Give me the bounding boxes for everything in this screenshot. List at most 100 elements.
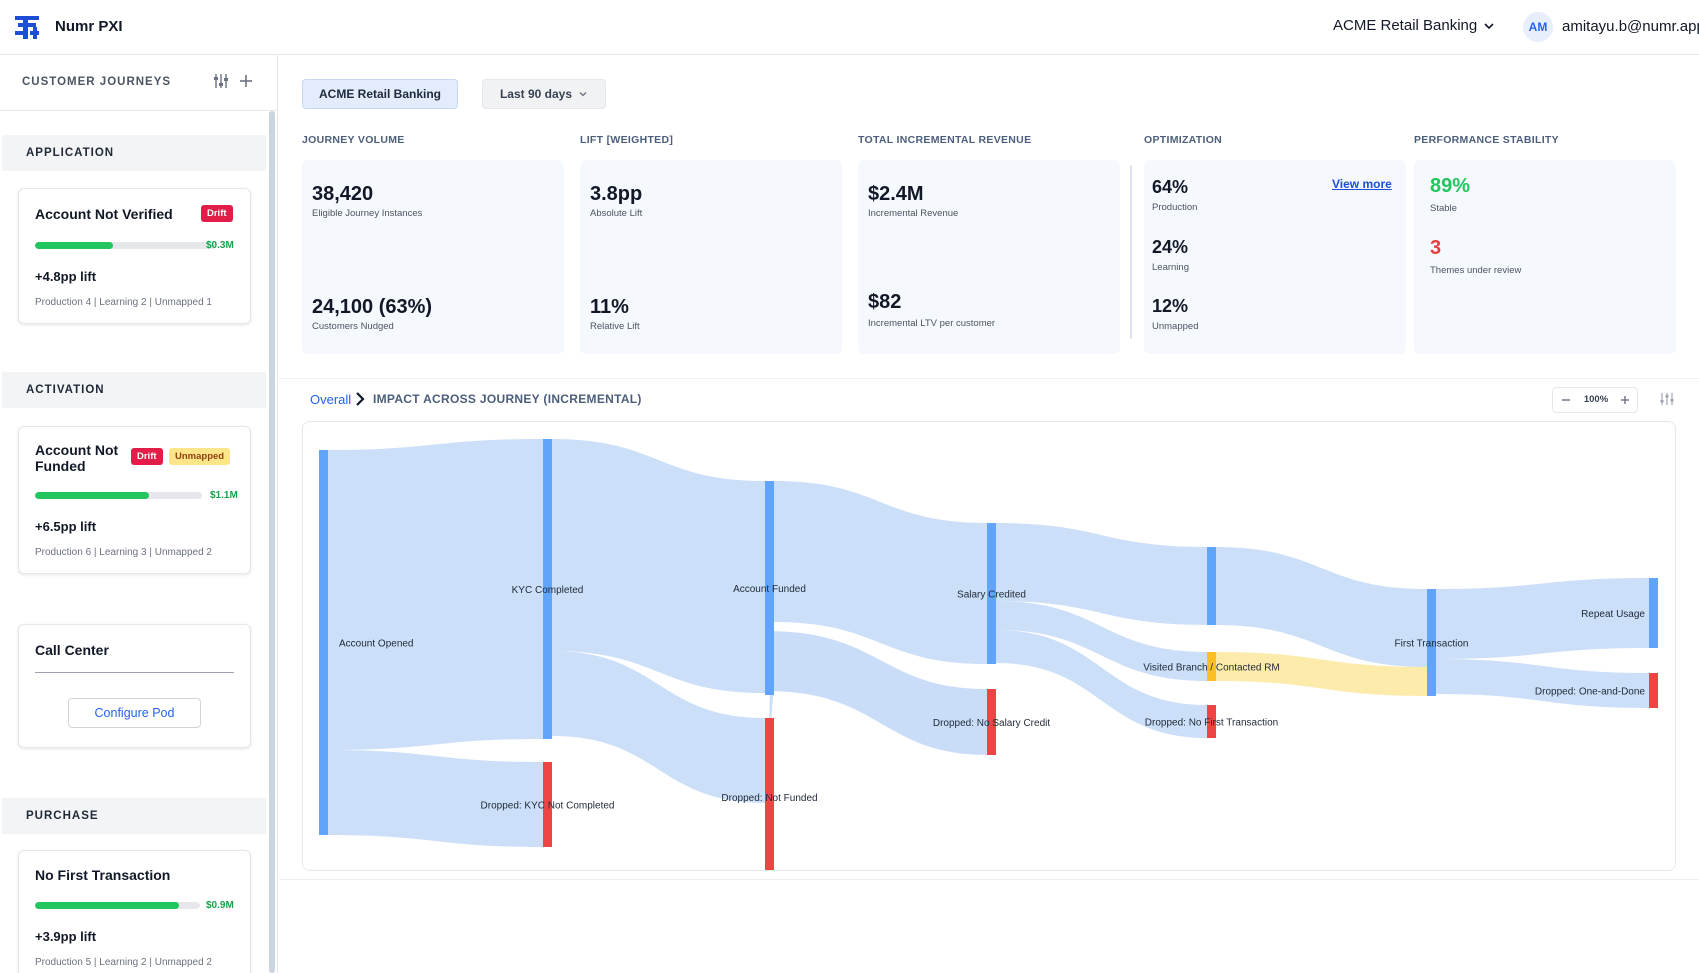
- kpi-card-optimization: 64% Production 24% Learning 12% Unmapped: [1144, 160, 1406, 354]
- sankey-link-salary-branch[interactable]: [996, 601, 1207, 681]
- sankey-link-funded-salary[interactable]: [774, 481, 987, 664]
- org-filter-label: ACME Retail Banking: [318, 87, 441, 101]
- breadcrumb-overall[interactable]: Overall: [310, 392, 352, 407]
- section-application: APPLICATION: [2, 135, 266, 171]
- sankey-node-drop_salary[interactable]: [987, 689, 996, 755]
- sankey-node-opened[interactable]: [319, 450, 328, 835]
- sidebar-scrollbar[interactable]: [269, 111, 275, 973]
- pod-counts: Production 5 | Learning 2 | Unmapped 2: [35, 957, 212, 968]
- kpi-separator: [1130, 165, 1132, 339]
- kpi-card-revenue: $2.4M Incremental Revenue $82 Incrementa…: [858, 160, 1120, 354]
- journey-card-title: Call Center: [35, 642, 109, 658]
- chevron-down-icon: [1484, 22, 1494, 29]
- kpi-label-lift: LIFT [WEIGHTED]: [580, 134, 674, 146]
- sidebar: CUSTOMER JOURNEYS APPLICATION Account No…: [0, 55, 278, 973]
- sankey-node-mid[interactable]: [1207, 547, 1216, 625]
- sankey-link-branch-first[interactable]: [1216, 652, 1427, 696]
- learning-pct-value: 24%: [1152, 237, 1189, 257]
- impact-progress-bar: [35, 902, 200, 909]
- impact-progress-fill: [35, 242, 113, 249]
- zoom-out-button[interactable]: [1557, 391, 1575, 409]
- stable-pct-label: Stable: [1430, 203, 1457, 214]
- journey-card-account-not-verified[interactable]: Account Not Verified Drift $0.3M +4.8pp …: [18, 188, 251, 324]
- zoom-in-button[interactable]: [1616, 391, 1634, 409]
- sankey-label-drop_salary: Dropped: No Salary Credit: [933, 718, 1050, 729]
- drift-badge: Drift: [131, 448, 163, 465]
- configure-pod-button[interactable]: Configure Pod: [68, 698, 201, 728]
- org-filter-chip[interactable]: ACME Retail Banking: [302, 79, 458, 109]
- sankey-link-salary-drop_first[interactable]: [996, 630, 1207, 738]
- sankey-label-funded: Account Funded: [733, 584, 806, 595]
- themes-under-review-label: Themes under review: [1430, 265, 1522, 276]
- sankey-label-drop_funded: Dropped: Not Funded: [721, 793, 817, 804]
- unmapped-pct-value: 12%: [1152, 296, 1189, 316]
- kpi-card-volume: 38,420 Eligible Journey Instances 24,100…: [302, 160, 564, 354]
- sankey-node-repeat[interactable]: [1649, 578, 1658, 648]
- eligible-instances-value: 38,420: [312, 183, 374, 205]
- sankey-node-drop_first[interactable]: [1207, 705, 1216, 738]
- user-email[interactable]: amitayu.b@numr.app: [1562, 18, 1699, 35]
- sankey-node-drop_kyc[interactable]: [543, 762, 552, 847]
- themes-under-review-value: 3: [1430, 237, 1442, 259]
- sankey-chart: Account Opened KYC Completed Dropped: KYC …: [302, 421, 1676, 871]
- sankey-label-first: First Transaction: [1395, 639, 1469, 650]
- sankey-node-first[interactable]: [1427, 589, 1436, 696]
- sankey-link-opened-drop_kyc[interactable]: [328, 750, 543, 847]
- customers-nudged-value: 24,100 (63%): [312, 296, 433, 318]
- sankey-node-drop_one[interactable]: [1649, 673, 1658, 708]
- relative-lift-label: Relative Lift: [590, 321, 640, 332]
- section-label: APPLICATION: [26, 147, 115, 159]
- view-more-link[interactable]: View more: [1332, 177, 1392, 191]
- chart-title: IMPACT ACROSS JOURNEY (INCREMENTAL): [373, 392, 642, 406]
- sankey-link-first-drop_one[interactable]: [1436, 659, 1649, 708]
- journey-card-account-not-funded[interactable]: Account Not Funded Drift Unmapped $1.1M …: [18, 426, 251, 574]
- journey-card-title: Account Not Funded: [35, 442, 119, 474]
- sankey-link-first-repeat[interactable]: [1436, 578, 1649, 659]
- kpi-label-stability: PERFORMANCE STABILITY: [1414, 134, 1559, 146]
- card-divider: [35, 672, 234, 673]
- zoom-level: 100%: [1583, 394, 1609, 405]
- sankey-svg: Account Opened KYC Completed Dropped: KYC …: [319, 439, 1658, 871]
- chart-settings-icon[interactable]: [1659, 391, 1675, 407]
- plus-icon: [1621, 396, 1629, 404]
- sankey-link-kyc-drop_funded[interactable]: [552, 651, 765, 803]
- sankey-node-branch[interactable]: [1207, 652, 1216, 681]
- sankey-link-funded-drop_salary[interactable]: [766, 631, 987, 755]
- journey-card-call-center[interactable]: Call Center Configure Pod: [18, 624, 251, 748]
- org-switcher[interactable]: ACME Retail Banking: [1333, 17, 1495, 34]
- sankey-node-kyc[interactable]: [543, 439, 552, 739]
- impact-value: $0.3M: [206, 240, 234, 251]
- add-journey-icon[interactable]: [237, 72, 255, 90]
- sankey-node-salary[interactable]: [987, 523, 996, 664]
- sankey-node-funded[interactable]: [765, 481, 774, 695]
- ltv-label: Incremental LTV per customer: [868, 318, 996, 329]
- avatar[interactable]: AM: [1523, 12, 1553, 42]
- journey-card-no-first-transaction[interactable]: No First Transaction $0.9M +3.9pp lift P…: [18, 850, 251, 973]
- date-range-dropdown[interactable]: Last 90 days: [482, 79, 606, 109]
- sidebar-header: CUSTOMER JOURNEYS: [0, 55, 277, 111]
- sankey-node-drop_funded[interactable]: [765, 718, 774, 871]
- lift-value: +6.5pp lift: [35, 519, 97, 534]
- sankey-link-opened-kyc[interactable]: [328, 439, 543, 750]
- chevron-right-icon: [356, 392, 365, 406]
- impact-value: $1.1M: [210, 490, 238, 501]
- kpi-card-stability: 89% Stable 3 Themes under review: [1414, 160, 1676, 354]
- sankey-link-mid-first[interactable]: [1216, 547, 1427, 667]
- kpi-label-revenue: TOTAL INCREMENTAL REVENUE: [858, 134, 1032, 146]
- section-label: ACTIVATION: [26, 384, 105, 396]
- chevron-down-icon: [579, 92, 587, 97]
- sankey-link-kyc-funded[interactable]: [552, 439, 765, 693]
- filter-sliders-icon[interactable]: [212, 72, 230, 90]
- kpi-label-volume: JOURNEY VOLUME: [302, 134, 405, 146]
- impact-progress-fill: [35, 902, 179, 909]
- pod-counts: Production 4 | Learning 2 | Unmapped 1: [35, 297, 212, 308]
- section-divider: [279, 378, 1699, 379]
- sankey-label-repeat: Repeat Usage: [1581, 609, 1645, 620]
- production-pct-label: Production: [1152, 202, 1198, 213]
- sankey-label-salary: Salary Credited: [957, 590, 1026, 601]
- zoom-control: 100%: [1552, 387, 1638, 413]
- production-pct-value: 64%: [1152, 177, 1189, 197]
- sidebar-title: CUSTOMER JOURNEYS: [22, 76, 172, 88]
- sankey-link-salary-mid[interactable]: [996, 523, 1207, 625]
- impact-progress-bar: [35, 492, 202, 499]
